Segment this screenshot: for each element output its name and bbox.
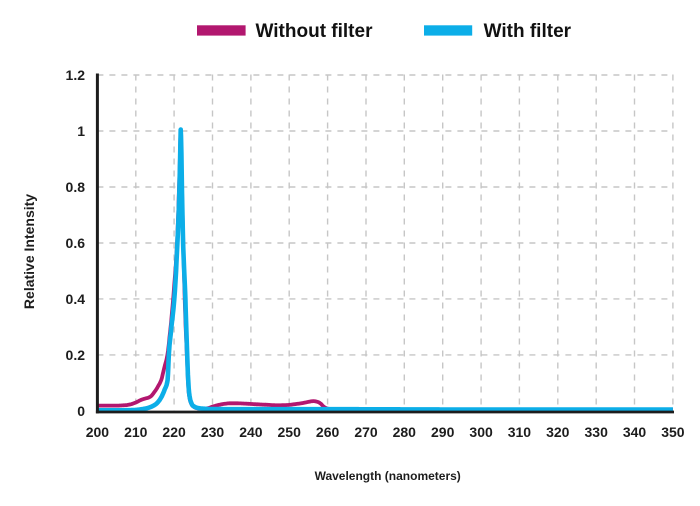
svg-text:240: 240 bbox=[239, 424, 263, 440]
svg-text:Relative Intensity: Relative Intensity bbox=[21, 194, 37, 309]
svg-text:Wavelength (nanometers): Wavelength (nanometers) bbox=[315, 469, 461, 483]
svg-text:210: 210 bbox=[124, 424, 148, 440]
svg-text:1.2: 1.2 bbox=[66, 67, 86, 83]
svg-text:200: 200 bbox=[86, 424, 110, 440]
svg-text:Without filter: Without filter bbox=[256, 21, 374, 42]
svg-text:230: 230 bbox=[201, 424, 225, 440]
svg-text:1: 1 bbox=[77, 123, 85, 139]
svg-text:310: 310 bbox=[508, 424, 532, 440]
svg-text:0.8: 0.8 bbox=[66, 179, 86, 195]
svg-text:0.2: 0.2 bbox=[66, 347, 86, 363]
svg-text:270: 270 bbox=[354, 424, 378, 440]
svg-text:340: 340 bbox=[623, 424, 647, 440]
svg-text:0.6: 0.6 bbox=[66, 235, 86, 251]
svg-text:320: 320 bbox=[546, 424, 570, 440]
svg-text:330: 330 bbox=[585, 424, 609, 440]
svg-text:220: 220 bbox=[162, 424, 186, 440]
svg-text:280: 280 bbox=[393, 424, 417, 440]
svg-text:260: 260 bbox=[316, 424, 340, 440]
svg-text:290: 290 bbox=[431, 424, 455, 440]
svg-text:300: 300 bbox=[469, 424, 493, 440]
svg-text:350: 350 bbox=[661, 424, 685, 440]
svg-text:0.4: 0.4 bbox=[66, 291, 86, 307]
svg-text:With filter: With filter bbox=[484, 21, 572, 42]
svg-text:250: 250 bbox=[278, 424, 302, 440]
svg-text:0: 0 bbox=[77, 403, 85, 419]
